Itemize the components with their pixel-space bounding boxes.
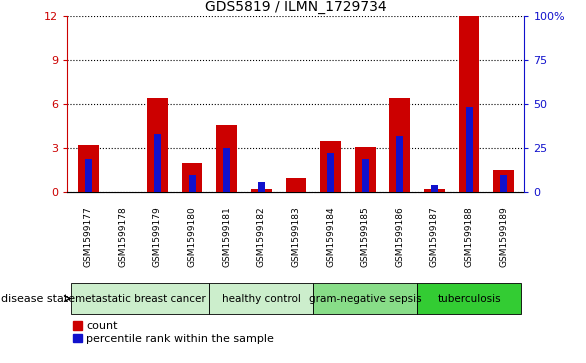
Text: GSM1599183: GSM1599183 [291,207,301,267]
Text: GSM1599186: GSM1599186 [396,207,404,267]
Bar [258,182,265,192]
Text: tuberculosis: tuberculosis [437,294,501,303]
Text: metastatic breast cancer: metastatic breast cancer [75,294,206,303]
Bar [251,189,272,192]
Text: disease state: disease state [1,294,75,303]
FancyBboxPatch shape [71,283,209,314]
Bar [396,136,403,192]
Text: GSM1599182: GSM1599182 [257,207,266,267]
Bar [493,170,514,192]
Bar [78,146,98,192]
Text: GSM1599179: GSM1599179 [153,207,162,267]
Bar [424,189,445,192]
Bar [459,16,479,192]
Legend: count, percentile rank within the sample: count, percentile rank within the sample [73,321,274,344]
Text: healthy control: healthy control [222,294,301,303]
Text: GSM1599177: GSM1599177 [84,207,93,267]
Bar [285,178,306,192]
Bar [362,159,369,192]
FancyBboxPatch shape [417,283,521,314]
Text: gram-negative sepsis: gram-negative sepsis [309,294,421,303]
Bar [147,98,168,192]
Bar [189,175,196,192]
Bar [154,134,161,192]
Title: GDS5819 / ILMN_1729734: GDS5819 / ILMN_1729734 [205,0,387,14]
Text: GSM1599178: GSM1599178 [118,207,127,267]
Bar [223,148,230,192]
Bar [327,153,334,192]
Bar [466,107,472,192]
Text: GSM1599181: GSM1599181 [222,207,231,267]
FancyBboxPatch shape [209,283,314,314]
Text: GSM1599180: GSM1599180 [188,207,196,267]
Text: GSM1599187: GSM1599187 [430,207,439,267]
Bar [320,141,341,192]
Text: GSM1599188: GSM1599188 [465,207,473,267]
Bar [182,163,202,192]
Bar [85,159,91,192]
Bar [500,175,507,192]
Text: GSM1599189: GSM1599189 [499,207,508,267]
Bar [390,98,410,192]
FancyBboxPatch shape [314,283,417,314]
Text: GSM1599184: GSM1599184 [326,207,335,267]
Bar [216,125,237,192]
Bar [355,147,376,192]
Bar [431,185,438,192]
Text: GSM1599185: GSM1599185 [361,207,370,267]
